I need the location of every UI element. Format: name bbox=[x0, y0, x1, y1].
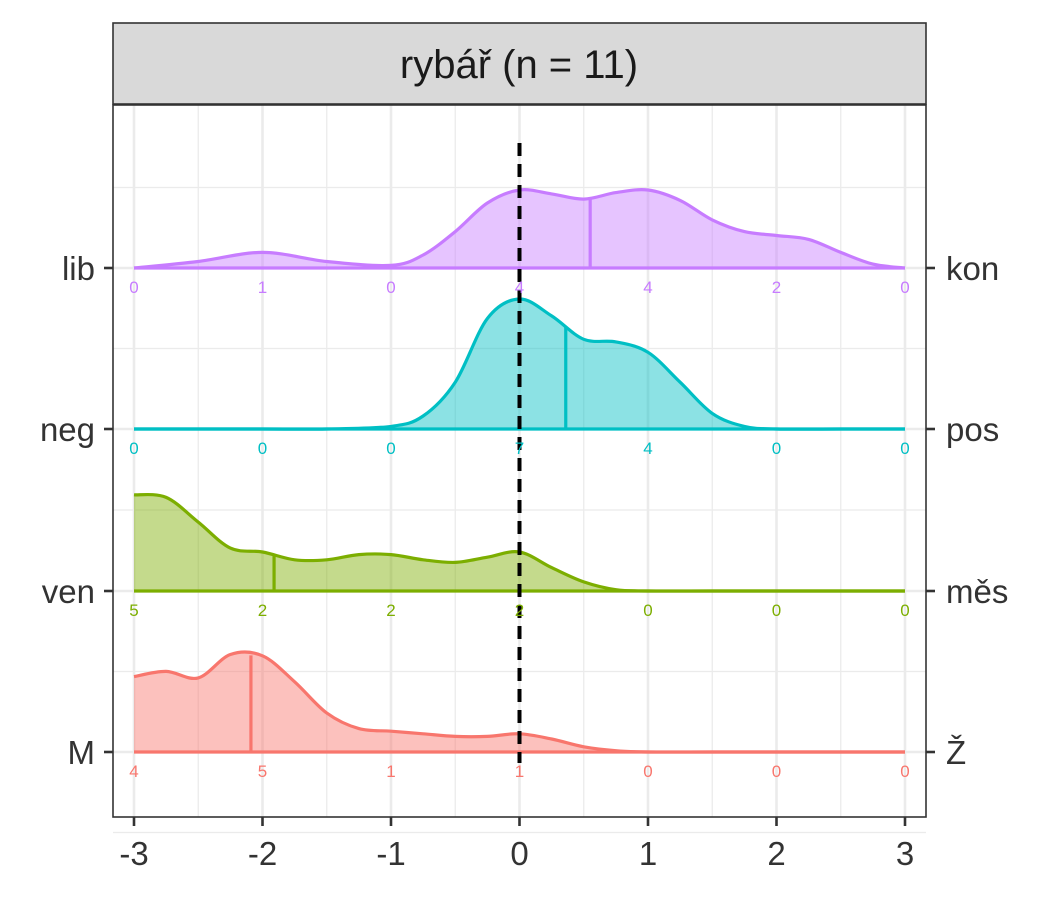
count-label: 0 bbox=[386, 278, 395, 297]
y-label-right: kon bbox=[946, 250, 999, 287]
density-area-m bbox=[134, 652, 905, 753]
y-label-left: neg bbox=[40, 411, 95, 448]
count-label: 4 bbox=[643, 278, 652, 297]
panel-title: rybář (n = 11) bbox=[400, 43, 638, 87]
x-tick-label: 1 bbox=[639, 835, 657, 872]
x-tick-label: -3 bbox=[119, 835, 148, 872]
facet-strip: rybář (n = 11) bbox=[112, 22, 927, 105]
x-tick-label: 3 bbox=[896, 835, 914, 872]
y-label-left: lib bbox=[62, 250, 95, 287]
count-label: 0 bbox=[643, 601, 652, 620]
y-label-right: Ž bbox=[946, 734, 966, 771]
x-tick-label: 0 bbox=[510, 835, 528, 872]
count-label: 4 bbox=[515, 278, 524, 297]
count-label: 4 bbox=[643, 439, 652, 458]
count-label: 2 bbox=[772, 278, 781, 297]
count-label: 0 bbox=[900, 601, 909, 620]
count-label: 0 bbox=[386, 439, 395, 458]
count-label: 4 bbox=[129, 762, 138, 781]
count-label: 1 bbox=[515, 762, 524, 781]
density-area-ven bbox=[134, 494, 905, 592]
count-label: 1 bbox=[386, 762, 395, 781]
count-label: 0 bbox=[772, 601, 781, 620]
density-line-lib bbox=[133, 188, 906, 270]
x-tick-label: -2 bbox=[248, 835, 277, 872]
count-label: 5 bbox=[258, 762, 267, 781]
x-tick-label: -1 bbox=[376, 835, 405, 872]
count-label: 0 bbox=[129, 439, 138, 458]
count-label: 2 bbox=[386, 601, 395, 620]
count-label: 5 bbox=[129, 601, 138, 620]
count-label: 0 bbox=[643, 762, 652, 781]
count-label: 0 bbox=[900, 439, 909, 458]
count-label: 0 bbox=[258, 439, 267, 458]
count-label: 2 bbox=[515, 601, 524, 620]
strip-background bbox=[112, 22, 927, 105]
count-labels: 4 5 1 1 0 0 0 5 2 2 2 0 0 0 0 0 0 7 4 0 0 0 1 0 4 4 2 0 bbox=[129, 278, 909, 781]
count-label: 0 bbox=[129, 278, 138, 297]
count-label: 0 bbox=[772, 762, 781, 781]
y-label-left: M bbox=[68, 734, 96, 771]
count-label: 0 bbox=[772, 439, 781, 458]
count-label: 1 bbox=[258, 278, 267, 297]
y-label-right: pos bbox=[946, 411, 999, 448]
y-label-right: měs bbox=[946, 573, 1008, 610]
count-label: 2 bbox=[258, 601, 267, 620]
count-label: 7 bbox=[515, 439, 524, 458]
x-tick-label: 2 bbox=[767, 835, 785, 872]
count-label: 0 bbox=[900, 762, 909, 781]
count-label: 0 bbox=[900, 278, 909, 297]
y-label-left: ven bbox=[42, 573, 95, 610]
